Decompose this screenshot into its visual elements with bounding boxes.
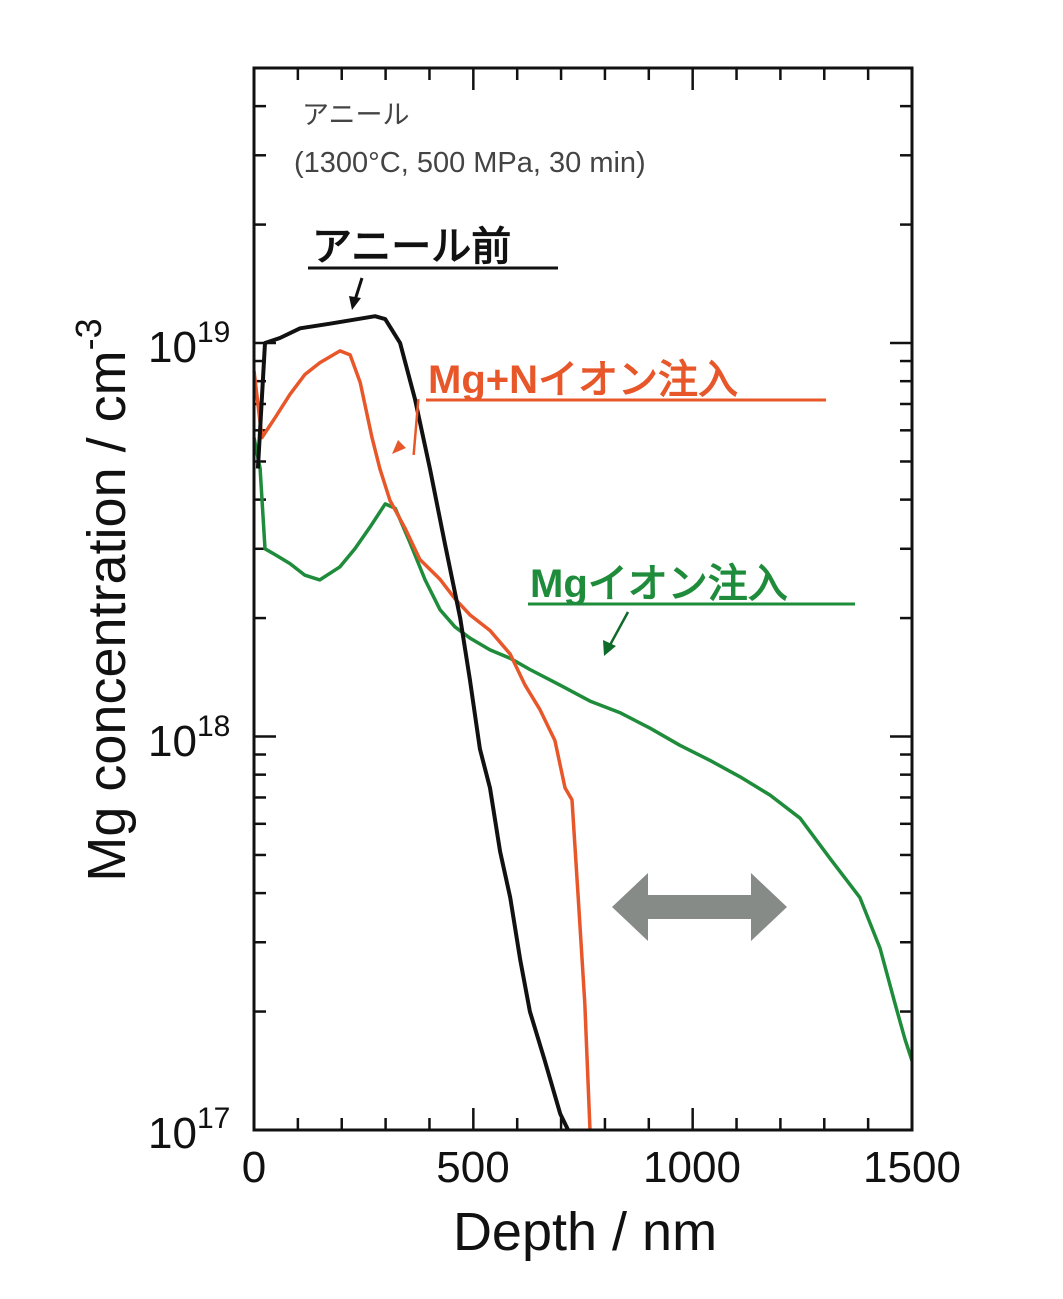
arrow-icon xyxy=(392,398,420,456)
y-axis-label: Mg concentration / cm-3 xyxy=(68,318,137,881)
x-tick-label: 1500 xyxy=(863,1143,961,1192)
axis-ticks xyxy=(252,66,914,1132)
legend-label-before-anneal: アニール前 xyxy=(312,225,511,269)
arrow-icon xyxy=(603,611,630,656)
plot-frame xyxy=(252,66,914,1132)
x-tick-label: 500 xyxy=(436,1143,509,1192)
legend-label-mg-n-implant: Mg+Nイオン注入 xyxy=(428,358,738,402)
annotation-conditions: (1300°C, 500 MPa, 30 min) xyxy=(294,147,646,179)
arrow-icon xyxy=(349,277,364,310)
series-lines xyxy=(252,314,914,1131)
x-tick-labels: 0 500 1000 1500 xyxy=(242,1143,961,1192)
series-line-2 xyxy=(252,437,914,1062)
series-line-1 xyxy=(252,349,592,1131)
y-tick-label: 1019 xyxy=(148,316,230,372)
x-tick-label: 1000 xyxy=(643,1143,741,1192)
legend-label-mg-implant: Mgイオン注入 xyxy=(530,562,788,606)
y-tick-labels: 1017 1018 1019 xyxy=(148,316,230,1158)
x-tick-label: 0 xyxy=(242,1143,266,1192)
double-arrow-icon xyxy=(612,873,787,941)
x-axis-label: Depth / nm xyxy=(453,1202,717,1262)
y-tick-label: 1017 xyxy=(148,1102,230,1158)
y-tick-label: 1018 xyxy=(148,710,230,766)
annotation-anneal: アニール xyxy=(302,100,409,130)
series-line-0 xyxy=(255,314,570,1131)
